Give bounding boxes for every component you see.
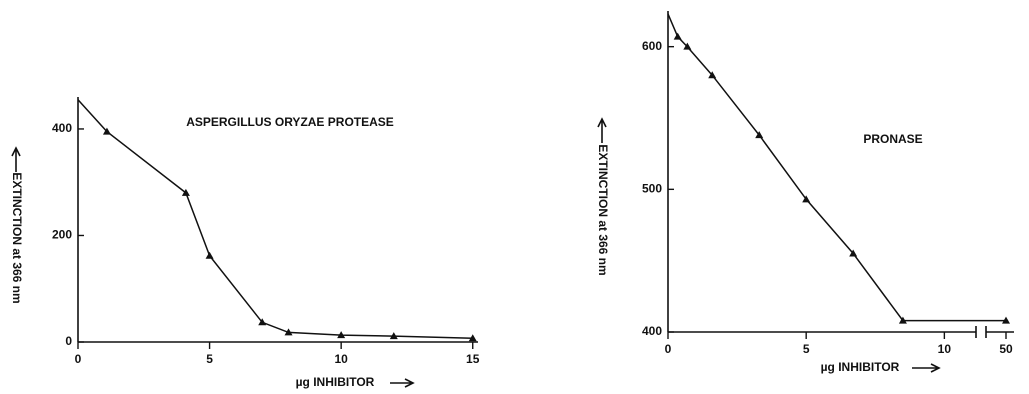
annotation: ASPERGILLUS ORYZAE PROTEASE [186, 115, 394, 129]
x-tick-label: 10 [938, 342, 952, 356]
data-point [802, 195, 811, 203]
data-point [181, 188, 190, 196]
x-tick-label: 0 [75, 352, 82, 366]
arrow [597, 117, 607, 143]
y-tick-label: 200 [52, 228, 72, 242]
arrow [11, 146, 21, 172]
data-point [102, 127, 111, 135]
data-line [77, 99, 473, 340]
y-tick-label: 500 [642, 182, 662, 196]
data-point [755, 131, 764, 139]
x-tick-label: 0 [665, 342, 672, 356]
data-point [468, 334, 477, 342]
data-point [337, 331, 346, 339]
data-point [849, 249, 858, 257]
data-point [284, 328, 293, 336]
y-axis-label: EXTINCTION at 366 nm [10, 172, 24, 303]
y-tick-label: 400 [642, 324, 662, 338]
data-point [898, 316, 907, 324]
y-tick-label: 400 [52, 121, 72, 135]
data-point [683, 42, 692, 50]
x-tick-label: 5 [206, 352, 213, 366]
arrow [390, 378, 415, 388]
x-axis-label: µg INHIBITOR [821, 360, 900, 374]
x-tick-label: 5 [803, 342, 810, 356]
data-point [258, 318, 267, 326]
annotation: PRONASE [863, 132, 922, 146]
data-point [1002, 316, 1010, 324]
data-point [389, 332, 398, 340]
x-axis-label: µg INHIBITOR [296, 375, 375, 389]
y-axis-label: EXTINCTION at 366 nm [596, 144, 610, 275]
arrow [912, 363, 941, 373]
y-tick-label: 600 [642, 39, 662, 53]
data-point [673, 32, 682, 40]
data-point [205, 251, 214, 259]
data-point [708, 71, 717, 79]
x-tick-label: 50 [999, 342, 1013, 356]
axis-break [975, 326, 987, 338]
data-line [667, 13, 1006, 322]
y-tick-label: 0 [65, 334, 72, 348]
x-tick-label: 10 [334, 352, 348, 366]
x-tick-label: 15 [466, 352, 480, 366]
